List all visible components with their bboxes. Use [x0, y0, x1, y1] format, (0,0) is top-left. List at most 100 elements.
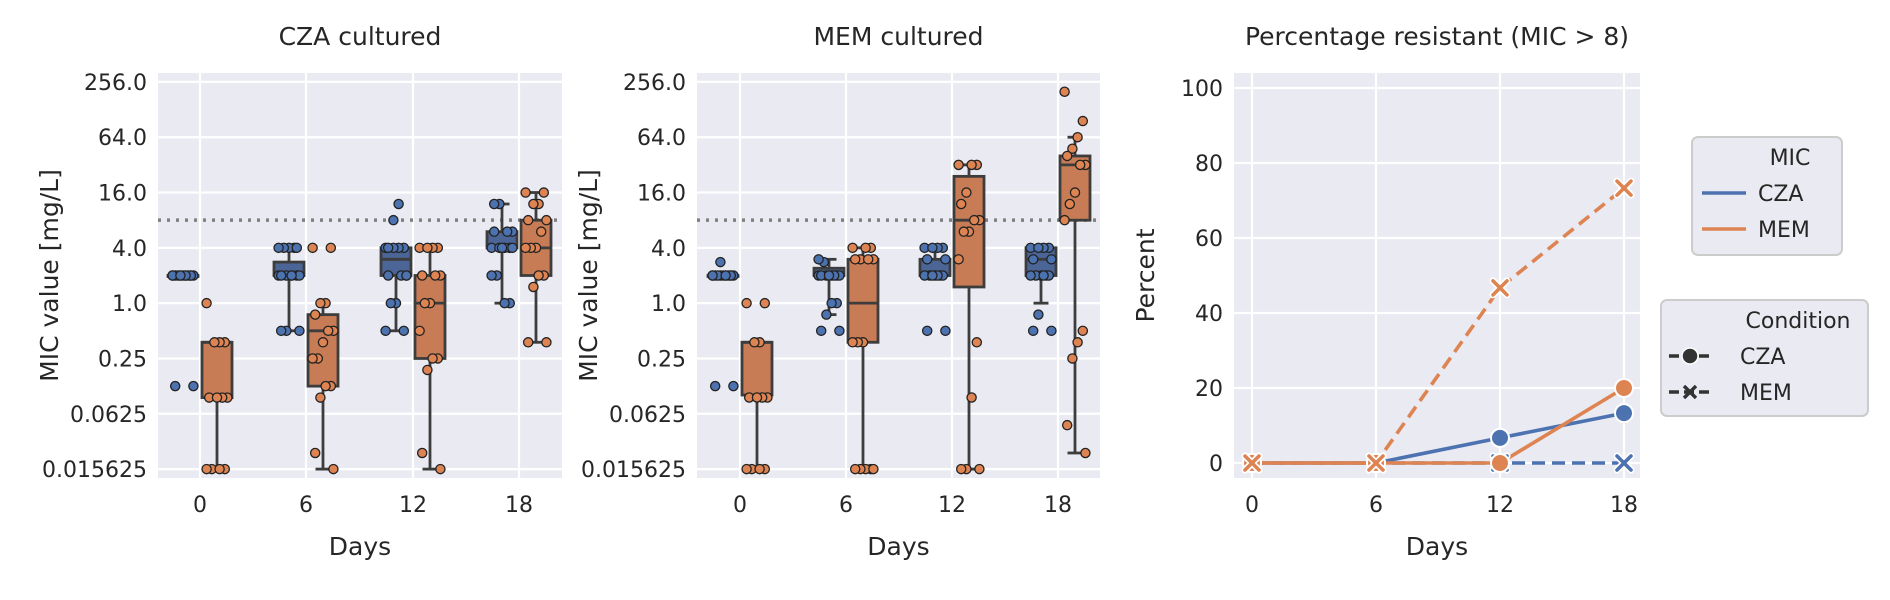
data-point [1046, 325, 1057, 337]
x-tick-label: 18 [505, 493, 533, 518]
data-point [961, 187, 972, 198]
data-point [507, 242, 518, 254]
data-point [927, 242, 938, 254]
data-point [201, 297, 212, 309]
data-point [416, 447, 428, 459]
data-point [398, 325, 410, 337]
data-point [275, 325, 287, 337]
data-point [535, 226, 547, 237]
y-axis-label: MIC value [mg/L] [35, 169, 64, 382]
data-point [294, 325, 305, 337]
data-point [1067, 353, 1078, 364]
data-point [486, 270, 497, 281]
data-point [1365, 452, 1387, 474]
y-tick-label: 256.0 [84, 71, 147, 96]
data-point [1064, 198, 1076, 210]
data-point [522, 337, 534, 348]
data-point [720, 270, 731, 281]
marker-stroke [1615, 179, 1633, 197]
data-point [1038, 270, 1049, 281]
data-point [955, 463, 967, 475]
y-tick-label: 1.0 [112, 292, 147, 317]
y-tick-label: 100 [1181, 77, 1223, 102]
data-point [974, 463, 985, 475]
mem-box [846, 257, 880, 344]
data-point [520, 187, 531, 198]
mem-box [740, 340, 774, 397]
legend-marker [1682, 384, 1698, 400]
data-point [953, 159, 964, 171]
x-tick-label: 0 [193, 493, 207, 518]
data-point [429, 270, 441, 281]
data-point [1033, 309, 1044, 320]
data-point [533, 270, 544, 281]
y-tick-label: 0.25 [98, 347, 147, 372]
data-point [315, 297, 326, 309]
y-tick-label: 0.0625 [609, 403, 686, 428]
legend-label: CZA [1758, 182, 1803, 207]
panel-title: CZA cultured [279, 22, 442, 51]
legend-mic: MIC CZA MEM [1691, 136, 1843, 256]
mem-box [306, 313, 340, 388]
x-tick-label: 12 [399, 493, 427, 518]
legend-frame [1691, 136, 1843, 256]
legends: MIC CZA MEM Condition CZA MEM [1660, 136, 1869, 417]
data-point [728, 380, 739, 392]
data-point [749, 337, 760, 348]
data-point [1074, 159, 1086, 171]
y-axis-label: Percent [1131, 228, 1160, 322]
data-point [741, 463, 752, 475]
data-point [1080, 447, 1091, 459]
data-point [1490, 453, 1510, 473]
data-point [823, 270, 835, 281]
y-tick-label: 0 [1209, 452, 1223, 477]
data-point [317, 337, 329, 348]
legend-condition: Condition CZA MEM [1660, 299, 1869, 417]
data-point [847, 337, 858, 348]
percentage-resistant-panel: 0 20 40 60 80 100 0 6 12 18 Percentage resistant (… [1131, 22, 1640, 561]
legend-title: Condition [1746, 309, 1851, 334]
y-tick-label: 256.0 [623, 71, 686, 96]
x-axis-label: Days [867, 532, 929, 561]
y-tick-label: 0.25 [637, 347, 686, 372]
marker-stroke [1491, 279, 1509, 297]
data-point [709, 380, 721, 392]
legend-title: MIC [1770, 146, 1811, 171]
panel-title: Percentage resistant (MIC > 8) [1245, 22, 1629, 51]
data-point [1069, 187, 1081, 198]
data-point [849, 463, 861, 475]
data-point [958, 226, 970, 237]
data-point [382, 270, 394, 281]
data-point [1061, 419, 1073, 431]
data-point [209, 337, 220, 348]
data-point [393, 198, 404, 210]
data-point [834, 325, 845, 337]
data-point [169, 380, 181, 392]
data-point [201, 463, 212, 475]
data-point [968, 214, 980, 226]
data-point [971, 337, 983, 348]
data-point [416, 270, 428, 281]
data-point [860, 242, 871, 254]
legend-label: CZA [1740, 345, 1785, 370]
y-tick-label: 0.0625 [70, 403, 147, 428]
data-point [1077, 325, 1089, 337]
data-point [488, 198, 500, 210]
x-tick-label: 18 [1610, 493, 1638, 518]
legend-frame [1660, 299, 1869, 417]
data-point [1241, 452, 1263, 474]
data-point [401, 270, 412, 281]
data-point [385, 297, 397, 309]
y-tick-label: 60 [1195, 227, 1223, 252]
data-point [1077, 115, 1089, 127]
y-axis-label: MIC value [mg/L] [574, 169, 603, 382]
x-axis-label: Days [1406, 532, 1468, 561]
data-point [813, 254, 824, 265]
y-tick-label: 16.0 [637, 182, 686, 207]
data-point [847, 242, 858, 254]
x-tick-label: 18 [1044, 493, 1072, 518]
data-point [175, 270, 186, 281]
data-point [759, 297, 771, 309]
data-point [522, 214, 534, 226]
